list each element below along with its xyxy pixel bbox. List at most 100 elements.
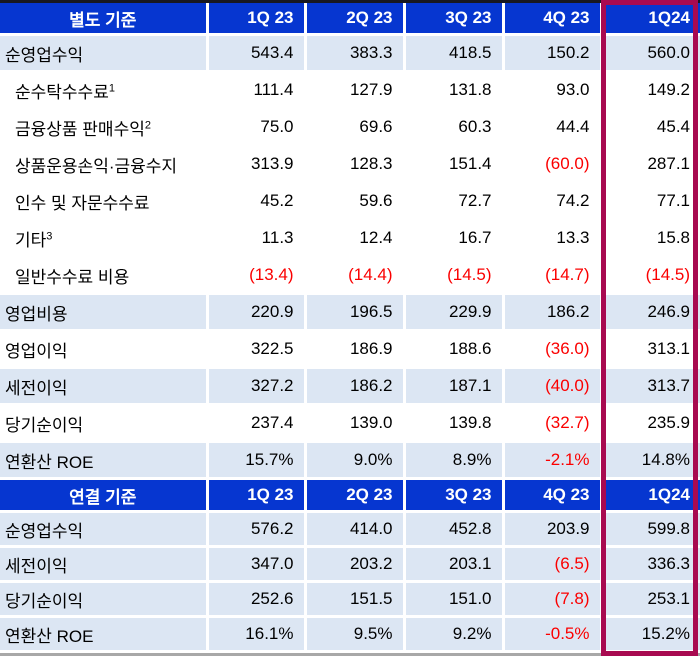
value-cell: 347.0 bbox=[207, 546, 307, 583]
row-label: 금융상품 판매수익2 bbox=[0, 108, 209, 147]
value-cell: 11.3 bbox=[207, 219, 307, 258]
value-cell: 131.8 bbox=[404, 71, 505, 110]
table-row: 당기순이익 237.4 139.0 139.8 (32.7) 235.9 bbox=[0, 404, 700, 443]
table-row: 일반수수료 비용 (13.4) (14.4) (14.5) (14.7) (14.5) bbox=[0, 256, 700, 295]
value-cell: 252.6 bbox=[207, 581, 307, 618]
value-cell: 543.4 bbox=[207, 34, 307, 73]
value-cell: 287.1 bbox=[601, 145, 700, 184]
footnote-marker: 3 bbox=[46, 229, 53, 242]
value-cell: 127.9 bbox=[305, 71, 406, 110]
row-label: 영업비용 bbox=[0, 293, 209, 332]
row-label: 상품운용손익·금융수지 bbox=[0, 145, 209, 184]
table-row: 당기순이익 252.6 151.5 151.0 (7.8) 253.1 bbox=[0, 581, 700, 618]
value-cell: 16.1% bbox=[207, 616, 307, 653]
row-label: 당기순이익 bbox=[0, 404, 209, 443]
value-cell: 576.2 bbox=[207, 511, 307, 548]
consolidated-basis-table: 연결 기준 1Q 23 2Q 23 3Q 23 4Q 23 1Q24 순영업수익 576.2 4… bbox=[0, 480, 700, 653]
section-title: 연결 기준 bbox=[0, 480, 209, 513]
value-cell: 322.5 bbox=[207, 330, 307, 369]
value-cell: 75.0 bbox=[207, 108, 307, 147]
value-cell: 16.7 bbox=[404, 219, 505, 258]
row-label: 연환산 ROE bbox=[0, 441, 209, 480]
value-cell: 418.5 bbox=[404, 34, 505, 73]
column-header: 4Q 23 bbox=[503, 480, 603, 513]
value-cell: 14.8% bbox=[601, 441, 700, 480]
value-cell: -2.1% bbox=[503, 441, 603, 480]
column-header: 1Q 23 bbox=[207, 3, 307, 36]
column-header: 4Q 23 bbox=[503, 3, 603, 36]
row-label: 영업이익 bbox=[0, 330, 209, 369]
value-cell: 74.2 bbox=[503, 182, 603, 221]
table-row: 연환산 ROE 15.7% 9.0% 8.9% -2.1% 14.8% bbox=[0, 441, 700, 480]
value-cell: 13.3 bbox=[503, 219, 603, 258]
value-cell: 237.4 bbox=[207, 404, 307, 443]
value-cell: (14.4) bbox=[305, 256, 406, 295]
footnote-marker: 2 bbox=[144, 118, 151, 131]
value-cell: 9.2% bbox=[404, 616, 505, 653]
value-cell: 196.5 bbox=[305, 293, 406, 332]
value-cell: 313.1 bbox=[601, 330, 700, 369]
value-cell: 9.0% bbox=[305, 441, 406, 480]
value-cell: 69.6 bbox=[305, 108, 406, 147]
value-cell: 560.0 bbox=[601, 34, 700, 73]
column-header: 3Q 23 bbox=[404, 480, 505, 513]
table-row: 연환산 ROE 16.1% 9.5% 9.2% -0.5% 15.2% bbox=[0, 616, 700, 653]
value-cell: 253.1 bbox=[601, 581, 700, 618]
value-cell: 60.3 bbox=[404, 108, 505, 147]
value-cell: 186.9 bbox=[305, 330, 406, 369]
table-row: 영업비용 220.9 196.5 229.9 186.2 246.9 bbox=[0, 293, 700, 332]
column-header: 3Q 23 bbox=[404, 3, 505, 36]
column-header: 1Q 23 bbox=[207, 480, 307, 513]
column-header: 1Q24 bbox=[601, 3, 700, 36]
footnote-marker: 1 bbox=[108, 81, 115, 94]
separate-basis-table: 별도 기준 1Q 23 2Q 23 3Q 23 4Q 23 1Q24 순영업수익 543.4 3… bbox=[0, 3, 700, 480]
row-label: 일반수수료 비용 bbox=[0, 256, 209, 295]
value-cell: (60.0) bbox=[503, 145, 603, 184]
value-cell: 15.8 bbox=[601, 219, 700, 258]
value-cell: 414.0 bbox=[305, 511, 406, 548]
table-row: 순영업수익 543.4 383.3 418.5 150.2 560.0 bbox=[0, 34, 700, 73]
value-cell: (14.7) bbox=[503, 256, 603, 295]
value-cell: 12.4 bbox=[305, 219, 406, 258]
value-cell: 139.0 bbox=[305, 404, 406, 443]
value-cell: 72.7 bbox=[404, 182, 505, 221]
row-label: 기타3 bbox=[0, 219, 209, 258]
value-cell: 383.3 bbox=[305, 34, 406, 73]
value-cell: 186.2 bbox=[503, 293, 603, 332]
value-cell: 45.2 bbox=[207, 182, 307, 221]
value-cell: 188.6 bbox=[404, 330, 505, 369]
value-cell: 151.0 bbox=[404, 581, 505, 618]
row-label: 인수 및 자문수수료 bbox=[0, 182, 209, 221]
table-row: 순영업수익 576.2 414.0 452.8 203.9 599.8 bbox=[0, 511, 700, 548]
table-row: 세전이익 347.0 203.2 203.1 (6.5) 336.3 bbox=[0, 546, 700, 583]
value-cell: 44.4 bbox=[503, 108, 603, 147]
value-cell: (14.5) bbox=[404, 256, 505, 295]
value-cell: 59.6 bbox=[305, 182, 406, 221]
value-cell: 246.9 bbox=[601, 293, 700, 332]
value-cell: 235.9 bbox=[601, 404, 700, 443]
value-cell: 599.8 bbox=[601, 511, 700, 548]
table-row: 영업이익 322.5 186.9 188.6 (36.0) 313.1 bbox=[0, 330, 700, 369]
value-cell: -0.5% bbox=[503, 616, 603, 653]
row-label: 세전이익 bbox=[0, 367, 209, 406]
header-row: 연결 기준 1Q 23 2Q 23 3Q 23 4Q 23 1Q24 bbox=[0, 480, 700, 513]
value-cell: 313.7 bbox=[601, 367, 700, 406]
value-cell: (36.0) bbox=[503, 330, 603, 369]
table-row: 금융상품 판매수익2 75.0 69.6 60.3 44.4 45.4 bbox=[0, 108, 700, 147]
row-label: 세전이익 bbox=[0, 546, 209, 583]
table-row: 기타3 11.3 12.4 16.7 13.3 15.8 bbox=[0, 219, 700, 258]
value-cell: 139.8 bbox=[404, 404, 505, 443]
table-row: 상품운용손익·금융수지 313.9 128.3 151.4 (60.0) 287.1 bbox=[0, 145, 700, 184]
column-header: 1Q24 bbox=[601, 480, 700, 513]
value-cell: 151.5 bbox=[305, 581, 406, 618]
value-cell: (14.5) bbox=[601, 256, 700, 295]
value-cell: 186.2 bbox=[305, 367, 406, 406]
value-cell: 452.8 bbox=[404, 511, 505, 548]
value-cell: 203.2 bbox=[305, 546, 406, 583]
value-cell: 220.9 bbox=[207, 293, 307, 332]
row-label: 당기순이익 bbox=[0, 581, 209, 618]
table-row: 세전이익 327.2 186.2 187.1 (40.0) 313.7 bbox=[0, 367, 700, 406]
value-cell: 203.9 bbox=[503, 511, 603, 548]
